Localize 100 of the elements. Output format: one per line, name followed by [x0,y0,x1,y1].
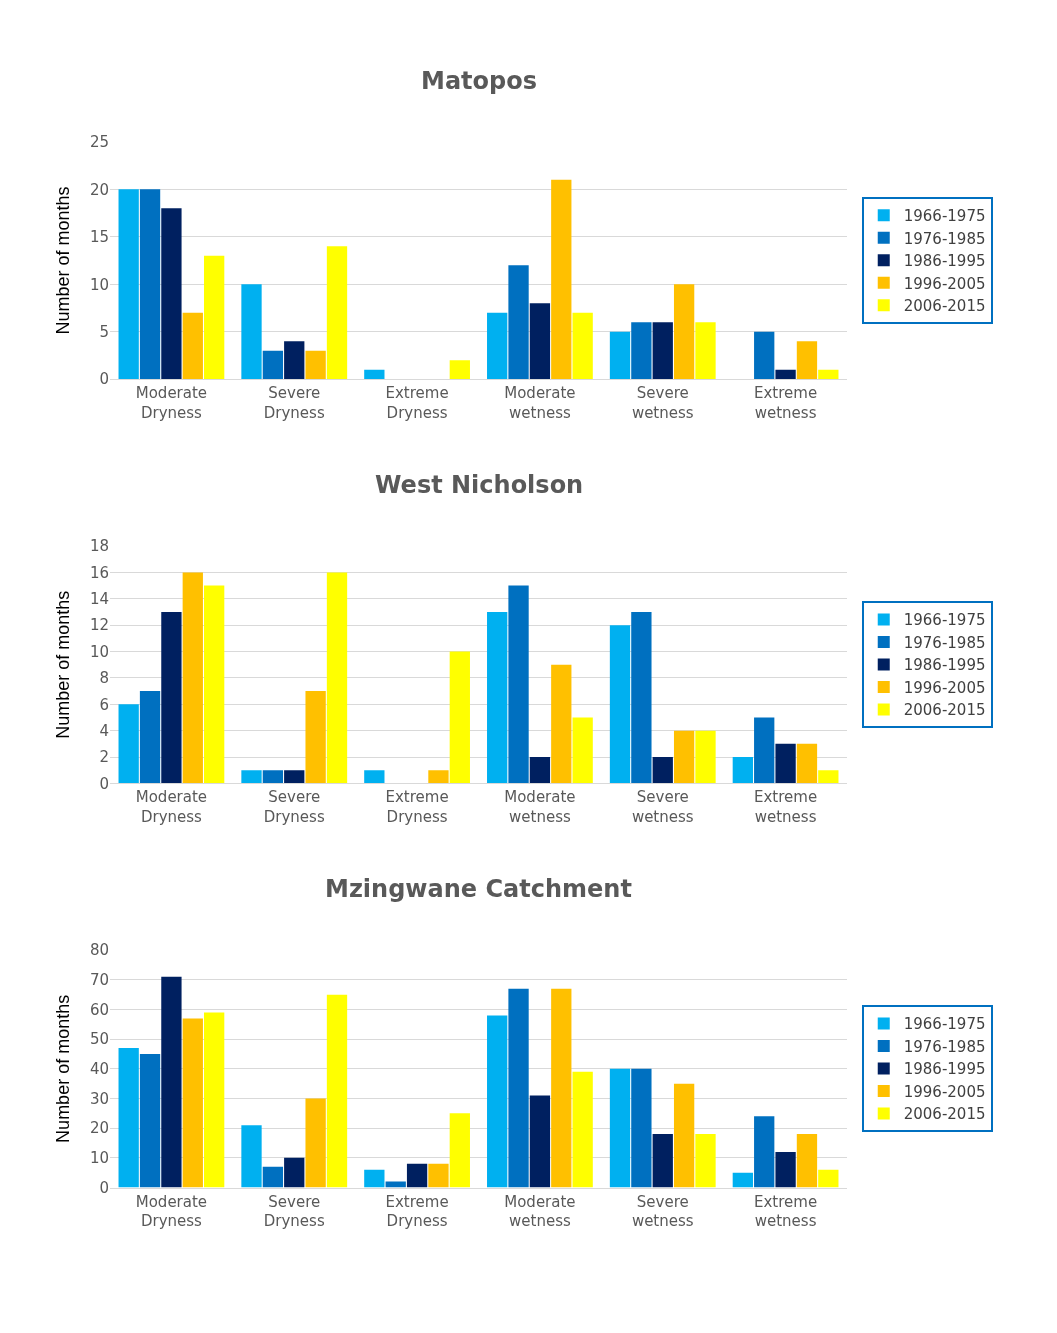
bar [305,1098,326,1188]
y-tick-label: 16 [89,563,109,582]
bar [572,312,593,380]
x-tick-label: Extreme wetness [754,384,818,422]
bar [508,265,529,380]
chart-title: Mzingwane Catchment [325,875,632,903]
bar [118,189,139,380]
x-tick-label: Extreme Dryness [385,1192,449,1231]
bar [262,770,284,784]
bar [241,284,262,380]
bar [529,1095,551,1188]
bar [182,1018,203,1188]
bar [732,757,753,784]
y-tick-label: 14 [89,590,109,609]
bar [508,988,529,1188]
x-tick-label: Severe Dryness [263,1192,325,1231]
bar [754,331,775,380]
bar [673,730,695,784]
y-tick-label: 2 [99,748,109,767]
bar [551,988,572,1188]
y-tick-label: 15 [89,228,109,247]
x-tick-label: Severe Dryness [263,384,325,422]
x-tick-label: Moderate wetness [504,788,576,826]
legend-label: 1966-1975 [903,207,986,226]
chart-title: West Nicholson [375,471,584,499]
y-axis-title: Number of months [53,186,74,335]
legend-label: 1976-1985 [903,1037,986,1056]
bar [551,664,572,784]
chart-title: Matopos [421,67,537,95]
bar [796,341,818,380]
bar [796,743,818,784]
bar [406,1163,428,1188]
bar [631,1068,652,1188]
legend-label: 1986-1995 [903,1060,986,1079]
bar [775,369,796,380]
bar [118,1048,139,1188]
x-tick-label: Severe Dryness [263,788,325,826]
bar [326,572,348,784]
legend-label: 1986-1995 [903,252,986,271]
bar [364,369,385,380]
bar [449,360,470,380]
y-tick-label: 20 [89,1119,109,1138]
y-tick-label: 0 [99,1178,109,1197]
y-tick-label: 25 [89,133,109,152]
bar [139,1054,161,1188]
bar [305,691,326,784]
y-tick-label: 20 [89,180,109,199]
bar [796,1134,818,1188]
bar [204,1012,225,1188]
legend-label: 2006-2015 [903,1105,986,1124]
x-tick-label: Moderate wetness [504,384,576,422]
bar [326,246,348,380]
legend-label: 1966-1975 [903,611,986,630]
bar [139,691,161,784]
bar [487,611,508,784]
bar [161,976,182,1188]
legend-label: 1996-2005 [903,1082,986,1101]
bar [775,743,796,784]
bar [529,757,551,784]
x-tick-label: Moderate Dryness [135,384,208,422]
bar [487,1015,508,1188]
y-tick-label: 70 [89,971,109,990]
y-tick-label: 10 [89,275,109,294]
bar [182,572,203,784]
y-tick-label: 10 [89,1149,109,1168]
bar [262,350,284,380]
x-tick-label: Extreme wetness [754,788,818,826]
x-tick-label: Moderate wetness [504,1192,576,1231]
bar [204,585,225,784]
bar [818,369,839,380]
bar [241,770,262,784]
bar [673,284,695,380]
bar [673,1083,695,1188]
bar [754,717,775,784]
y-tick-label: 40 [89,1060,109,1079]
legend-label: 1976-1985 [903,633,986,652]
bar [161,208,182,380]
bar [695,322,716,380]
bar [508,585,529,784]
x-tick-label: Extreme Dryness [385,384,449,422]
y-tick-label: 80 [89,941,109,960]
bar [695,1134,716,1188]
y-tick-label: 50 [89,1030,109,1049]
bar [754,1116,775,1188]
bar [631,322,652,380]
bar [818,1169,839,1188]
bar [449,651,470,784]
x-tick-label: Extreme wetness [754,1192,818,1231]
bar [305,350,326,380]
bar [284,1157,305,1188]
bar [204,255,225,380]
x-tick-label: Extreme Dryness [385,788,449,826]
y-tick-label: 5 [99,323,109,342]
bar [695,730,716,784]
bar [139,189,161,380]
bar [262,1166,284,1188]
y-tick-label: 18 [89,537,109,556]
bar [284,341,305,380]
x-tick-label: Moderate Dryness [135,788,208,826]
bar [364,770,385,784]
